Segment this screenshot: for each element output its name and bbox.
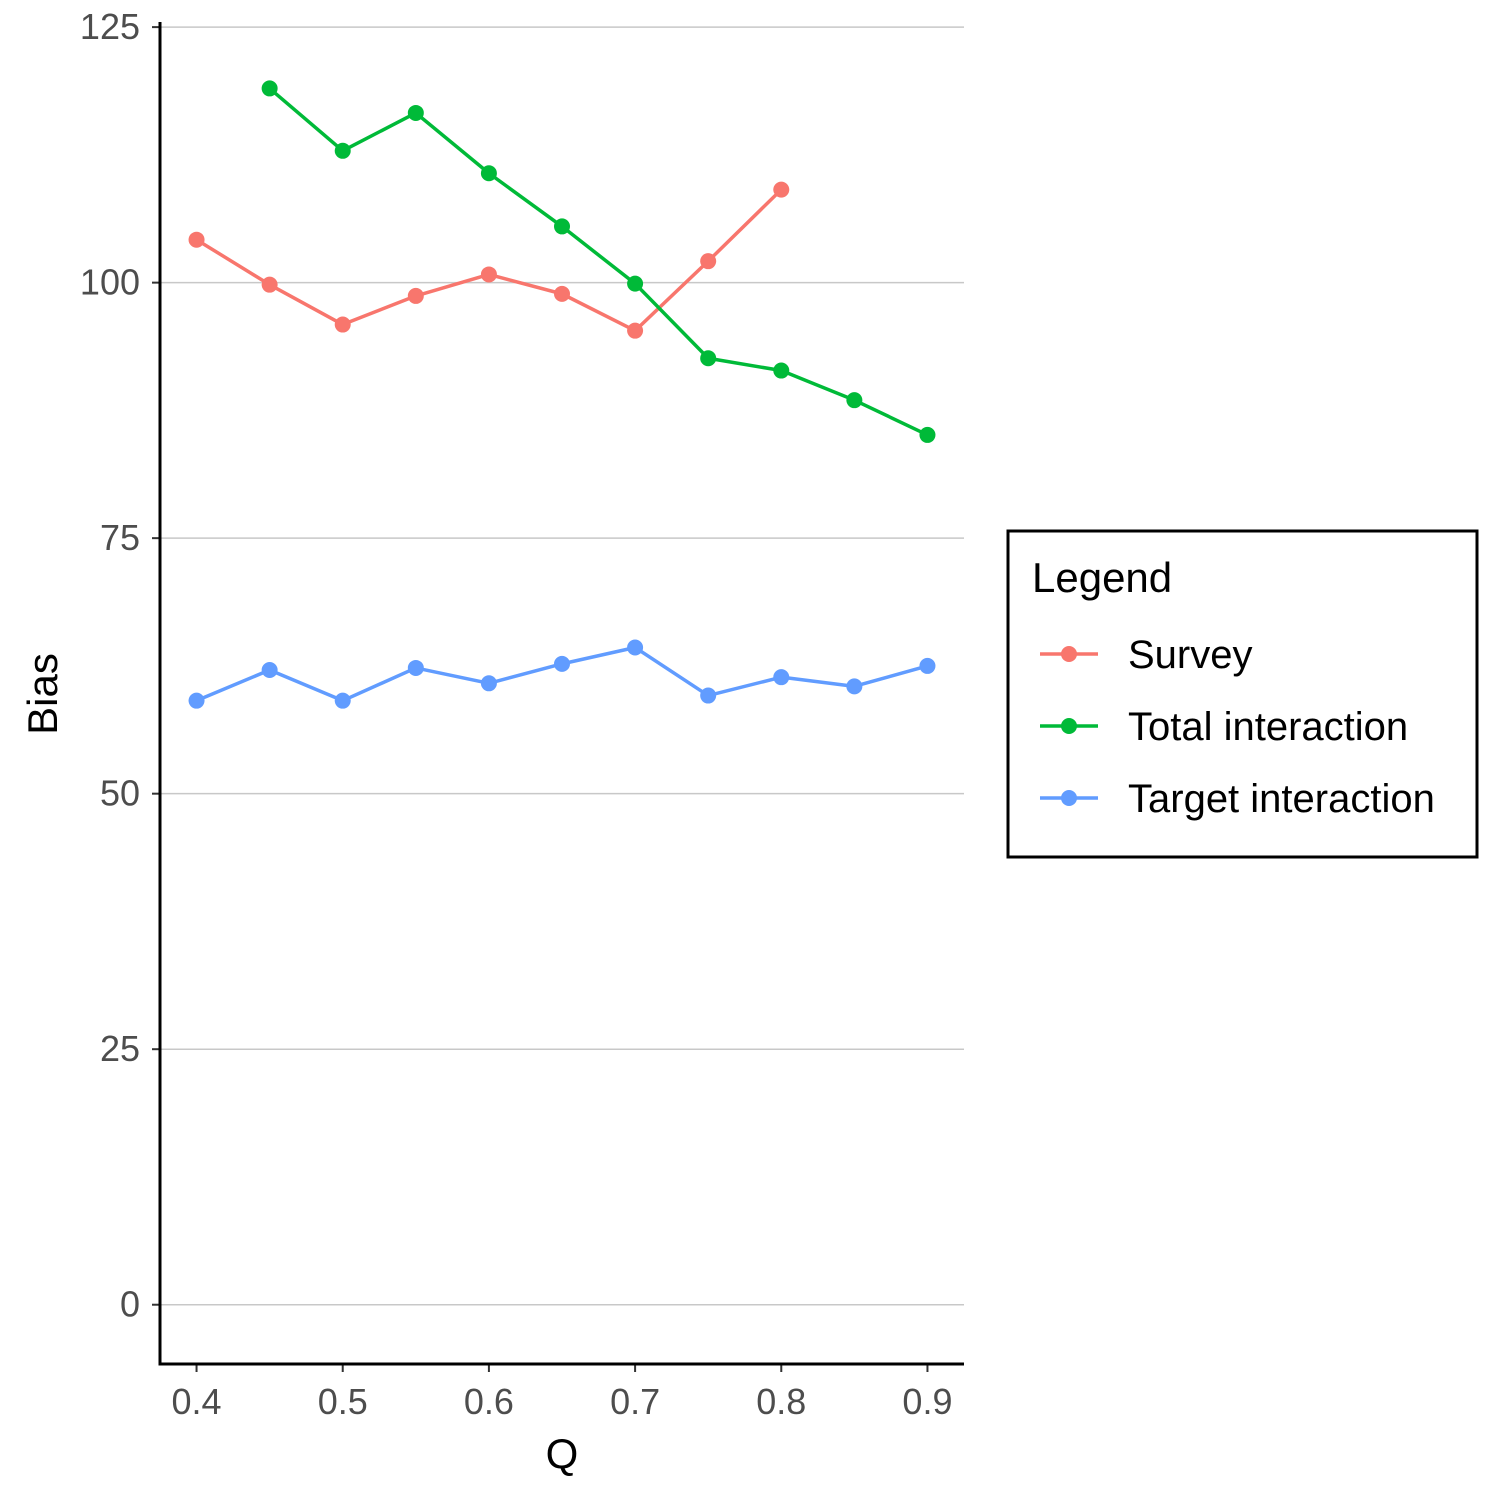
y-tick-label: 75	[100, 517, 140, 558]
data-point-survey	[627, 322, 644, 339]
data-point-target-interaction	[919, 657, 936, 674]
data-point-survey	[334, 316, 351, 333]
y-tick-label: 125	[80, 6, 140, 47]
data-point-survey	[700, 253, 717, 270]
data-point-total-interaction	[334, 142, 351, 159]
data-point-total-interaction	[700, 350, 717, 367]
y-tick-label: 100	[80, 262, 140, 303]
data-point-total-interaction	[554, 218, 570, 235]
data-point-target-interaction	[407, 659, 424, 676]
legend-title: Legend	[1032, 554, 1172, 601]
data-point-target-interaction	[773, 669, 790, 686]
legend-items: Survey Total interaction Target interactio…	[1040, 633, 1435, 821]
series-line-total-interaction	[268, 87, 929, 437]
legend-item-total-interaction: Total interaction	[1040, 705, 1408, 749]
legend-label: Total interaction	[1128, 705, 1408, 749]
legend-box	[1006, 529, 1479, 859]
y-tick-label: 50	[100, 773, 140, 814]
x-tick-label: 0.4	[172, 1381, 222, 1422]
data-point-survey	[554, 285, 570, 302]
legend: Legend Survey Total interaction Target int…	[1006, 529, 1479, 859]
data-point-total-interaction	[261, 80, 278, 97]
legend-item-survey: Survey	[1040, 633, 1253, 677]
x-tick-label: 0.8	[756, 1381, 806, 1422]
data-point-target-interaction	[554, 655, 570, 672]
x-axis-title: Q	[546, 1430, 579, 1477]
y-axis-title: Bias	[19, 653, 66, 735]
data-point-survey	[261, 276, 278, 293]
axes: 0 25 50 75 100 125 0.4 0.5 0.6 0.7 0.8 0.9	[80, 6, 964, 1422]
data-point-survey	[407, 287, 424, 304]
data-point-total-interaction	[407, 104, 424, 121]
data-point-target-interaction	[480, 675, 497, 692]
data-point-survey	[188, 231, 205, 248]
data-point-target-interaction	[700, 687, 717, 704]
data-point-total-interaction	[846, 392, 863, 409]
legend-key-point	[1061, 646, 1077, 662]
y-tick-label: 25	[100, 1028, 140, 1069]
x-tick-label: 0.7	[610, 1381, 660, 1422]
x-tick-label: 0.6	[464, 1381, 514, 1422]
data-point-survey	[480, 266, 497, 283]
gridlines	[160, 26, 964, 1306]
series-target-interaction	[188, 639, 936, 709]
series-lines	[188, 80, 936, 709]
series-line-target-interaction	[195, 645, 928, 703]
legend-key-point	[1061, 790, 1077, 806]
data-point-target-interaction	[261, 662, 278, 679]
data-point-total-interaction	[627, 275, 644, 292]
data-point-target-interaction	[846, 678, 863, 695]
series-survey	[188, 181, 790, 339]
series-line-survey	[195, 188, 783, 333]
data-point-survey	[773, 181, 790, 198]
legend-label: Survey	[1128, 633, 1253, 677]
data-point-total-interaction	[773, 362, 790, 379]
legend-label: Target interaction	[1128, 777, 1435, 821]
x-tick-label: 0.5	[318, 1381, 368, 1422]
y-tick-label: 0	[120, 1284, 140, 1325]
legend-item-target-interaction: Target interaction	[1040, 777, 1435, 821]
series-total-interaction	[261, 80, 936, 443]
data-point-target-interaction	[188, 692, 205, 709]
data-point-target-interaction	[334, 692, 351, 709]
legend-key-point	[1061, 718, 1077, 734]
data-point-total-interaction	[919, 426, 936, 443]
data-point-total-interaction	[480, 165, 497, 182]
data-point-target-interaction	[627, 639, 644, 656]
x-tick-label: 0.9	[902, 1381, 952, 1422]
